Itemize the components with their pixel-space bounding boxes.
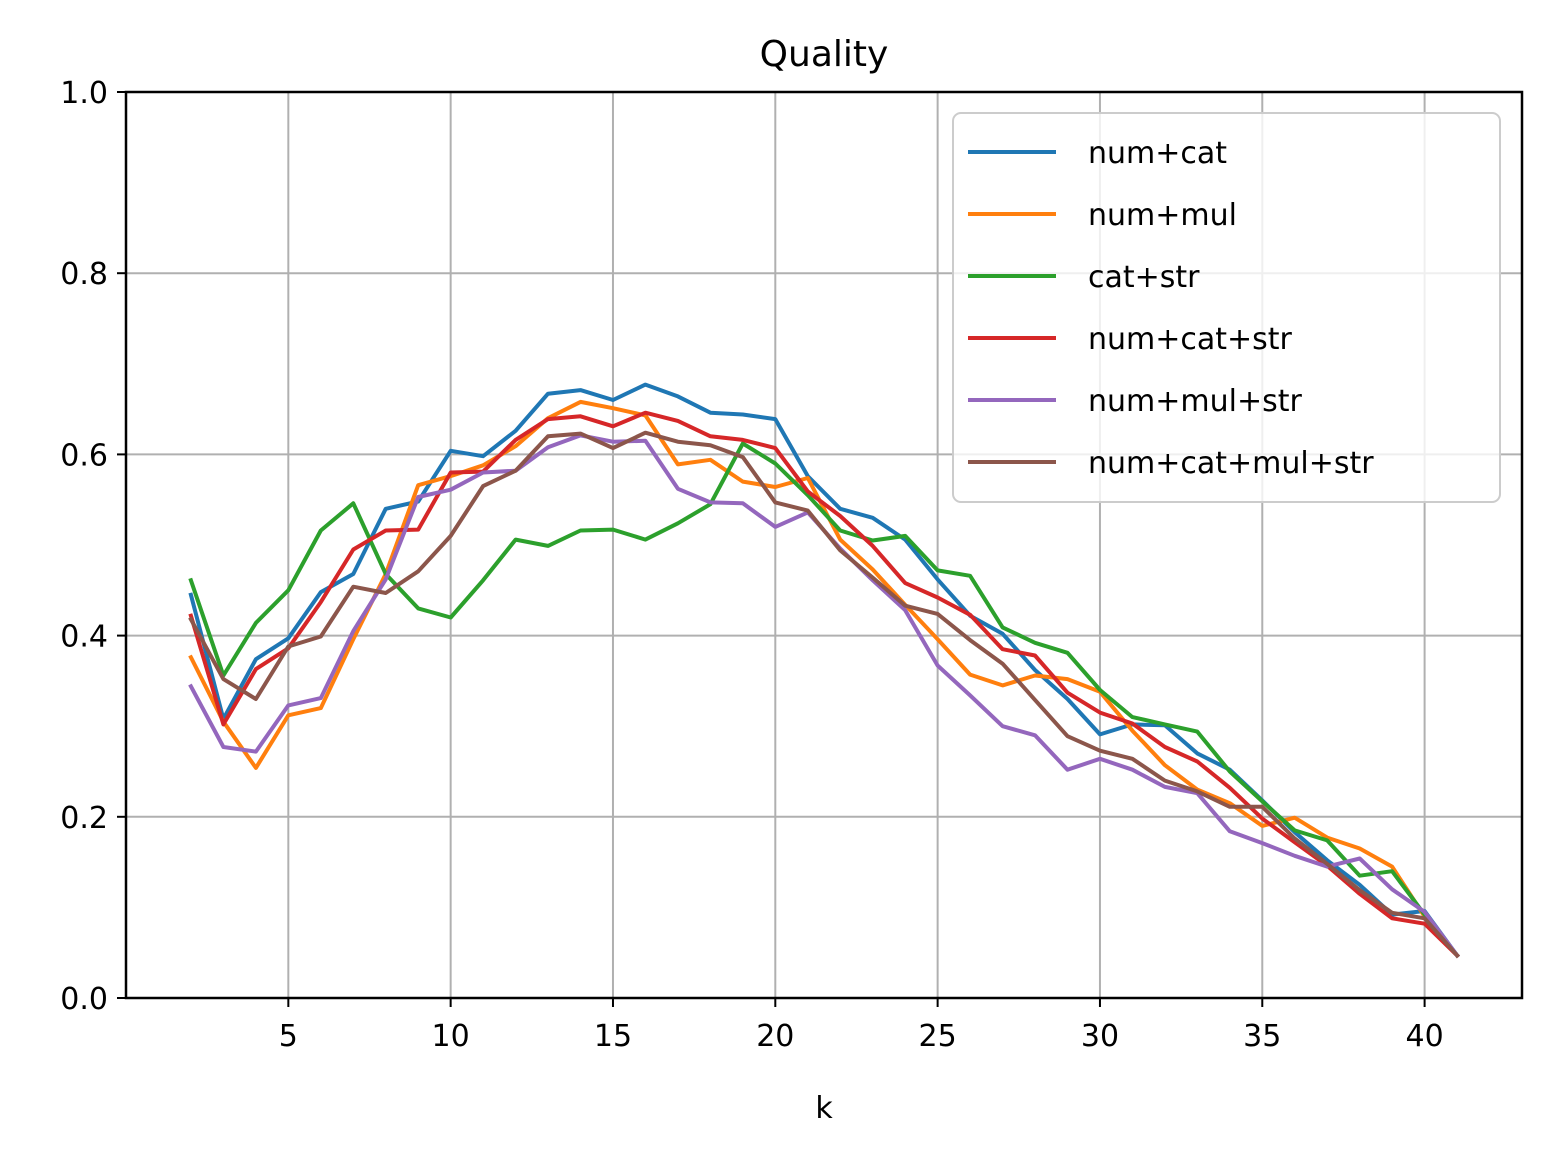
- y-tick-label: 0.8: [60, 257, 108, 292]
- x-tick-label: 10: [432, 1019, 470, 1054]
- x-tick-label: 30: [1081, 1019, 1119, 1054]
- y-tick-label: 0.2: [60, 801, 108, 836]
- legend-label: num+cat+mul+str: [1088, 446, 1374, 481]
- x-tick-label: 15: [594, 1019, 632, 1054]
- y-tick-label: 1.0: [60, 76, 108, 111]
- legend-label: num+mul+str: [1088, 384, 1302, 419]
- x-tick-label: 35: [1243, 1019, 1281, 1054]
- plot-frame: [124, 90, 1524, 1000]
- legend-label: num+mul: [1088, 198, 1237, 233]
- chart-title: Quality: [760, 34, 889, 75]
- series-line-num-cat-mul-str: [188, 430, 1460, 959]
- y-tick-label: 0.6: [60, 438, 108, 473]
- legend-box: [952, 112, 1501, 503]
- y-tick-label: 0.0: [60, 982, 108, 1017]
- x-tick-label: 20: [756, 1019, 794, 1054]
- legend-label: num+cat: [1088, 136, 1227, 171]
- x-tick-label: 25: [919, 1019, 957, 1054]
- legend-label: cat+str: [1088, 260, 1200, 295]
- series-lines: [188, 382, 1460, 959]
- legend: num+cat num+mul cat+str num+cat+str num+mul+…: [952, 112, 1501, 503]
- legend-label: num+cat+str: [1088, 322, 1293, 357]
- x-axis-title: k: [815, 1091, 833, 1126]
- series-line-num-cat-str: [188, 410, 1460, 959]
- series-line-cat-str: [188, 441, 1460, 959]
- x-tick-label: 5: [279, 1019, 298, 1054]
- y-tick-label: 0.4: [60, 620, 108, 655]
- ticks: 5 10 15 20 25 30 35 40 0.0 0.2 0.4 0.6 0.8 1.0: [60, 76, 1443, 1054]
- x-tick-label: 40: [1406, 1019, 1444, 1054]
